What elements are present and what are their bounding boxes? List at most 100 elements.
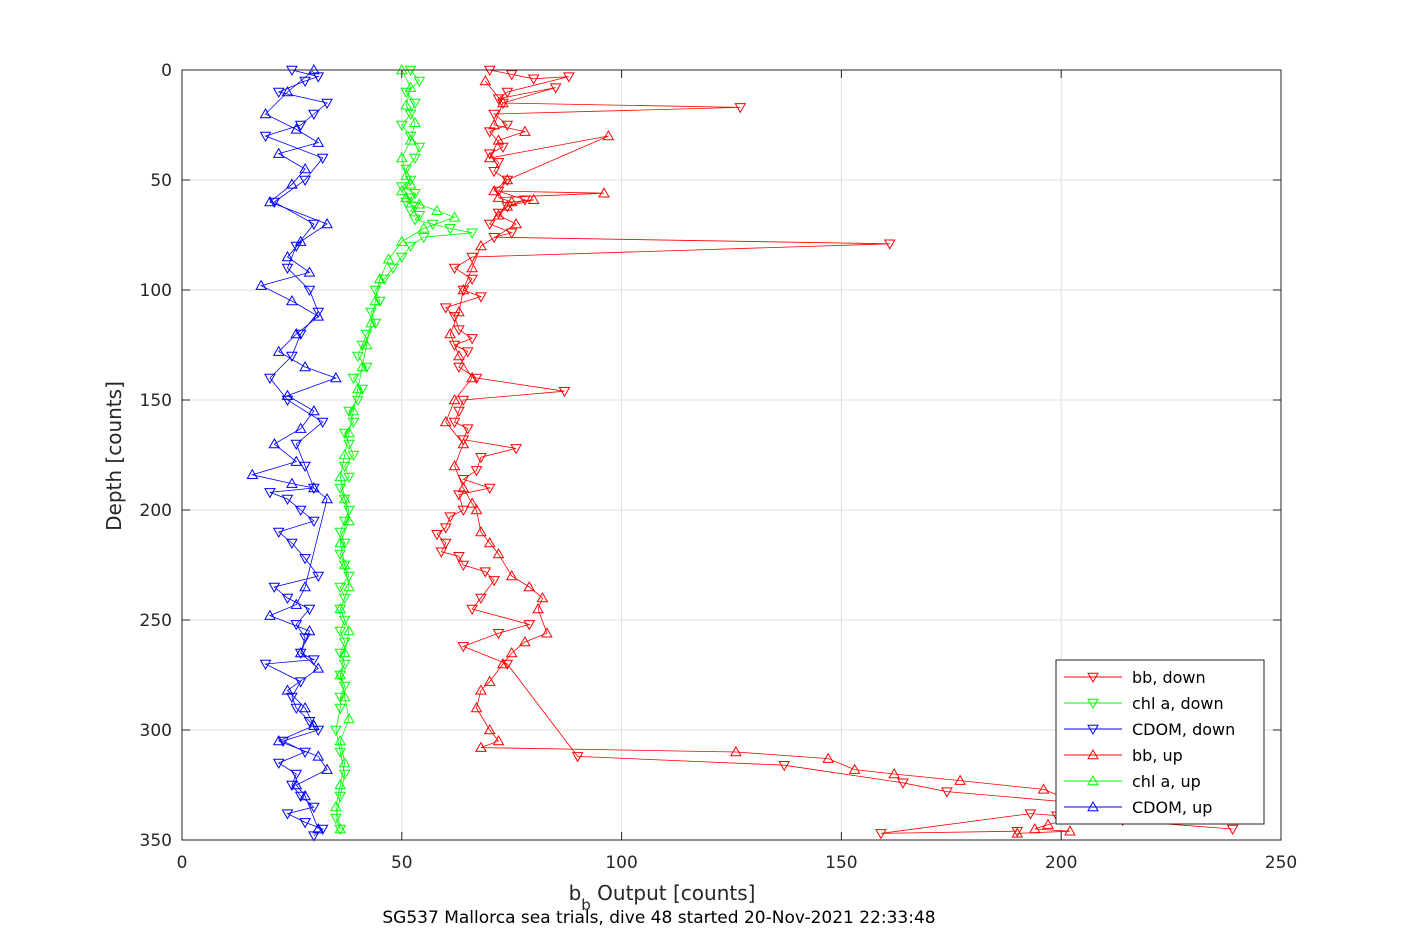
data-point xyxy=(444,224,457,235)
data-point xyxy=(312,662,325,673)
legend-label: bb, up xyxy=(1132,746,1183,765)
data-point xyxy=(316,153,329,165)
data-point xyxy=(527,74,540,85)
data-point xyxy=(290,123,303,134)
data-point xyxy=(294,505,307,517)
data-point xyxy=(321,98,333,110)
data-point xyxy=(453,325,465,336)
data-point xyxy=(457,285,470,297)
data-point xyxy=(290,439,303,451)
data-point xyxy=(549,83,562,94)
y-tick-label: 200 xyxy=(140,501,172,521)
legend-label: CDOM, down xyxy=(1132,720,1235,739)
data-point xyxy=(448,340,461,352)
data-point xyxy=(378,274,391,286)
chart-caption: SG537 Mallorca sea trials, dive 48 start… xyxy=(382,908,935,928)
data-point xyxy=(466,497,478,508)
data-point xyxy=(343,514,355,526)
data-point xyxy=(343,624,355,636)
data-point xyxy=(338,494,351,506)
data-point xyxy=(334,470,347,482)
data-point xyxy=(527,193,540,205)
data-point xyxy=(488,576,500,587)
series-line xyxy=(250,69,338,830)
data-point xyxy=(308,219,320,231)
data-point xyxy=(338,637,351,649)
data-point xyxy=(281,809,294,820)
data-point xyxy=(536,591,549,603)
series-bb-down xyxy=(431,65,1239,840)
data-point xyxy=(457,481,470,493)
x-tick-label: 150 xyxy=(825,853,857,873)
data-point xyxy=(299,175,311,187)
data-point xyxy=(299,360,311,372)
x-axis-title-rest: Output [counts] xyxy=(591,881,756,905)
legend-entry: bb, up xyxy=(1064,746,1183,765)
data-point xyxy=(470,373,483,385)
data-point xyxy=(409,116,421,128)
data-point xyxy=(488,184,500,196)
data-point xyxy=(382,253,395,264)
data-point xyxy=(264,373,276,385)
data-point xyxy=(475,452,487,464)
data-point xyxy=(329,371,342,383)
data-point xyxy=(483,65,496,77)
data-point xyxy=(483,149,496,160)
data-point xyxy=(286,65,298,77)
data-point xyxy=(466,371,478,383)
data-point xyxy=(308,655,320,666)
data-point xyxy=(395,182,408,193)
data-point xyxy=(501,173,514,185)
data-point xyxy=(338,516,351,528)
y-tick-label: 150 xyxy=(140,391,172,411)
x-tick-label: 200 xyxy=(1045,853,1077,873)
data-point xyxy=(286,538,298,550)
data-point xyxy=(461,347,474,358)
data-point xyxy=(395,252,408,264)
data-point xyxy=(299,554,311,565)
data-point xyxy=(373,296,386,308)
data-point xyxy=(272,87,285,99)
data-point xyxy=(562,72,575,83)
data-point xyxy=(1226,824,1239,836)
legend-marker xyxy=(1087,672,1099,684)
data-point xyxy=(281,85,294,97)
data-point xyxy=(294,235,307,246)
data-point xyxy=(312,725,325,737)
data-point xyxy=(404,65,417,77)
data-point xyxy=(475,525,487,537)
legend-entry: chl a, down xyxy=(1064,694,1224,713)
data-point xyxy=(290,241,303,253)
data-point xyxy=(457,560,470,572)
legend: bb, down chl a, down CDOM, down bb, up chl a… xyxy=(1055,659,1265,825)
legend-marker xyxy=(1087,698,1099,710)
data-point xyxy=(290,703,303,715)
data-point xyxy=(299,818,311,829)
data-point xyxy=(457,505,470,517)
data-point xyxy=(272,758,285,770)
data-point xyxy=(268,582,281,594)
data-point xyxy=(338,756,351,768)
data-point xyxy=(475,239,487,251)
data-point xyxy=(308,483,320,495)
data-point xyxy=(290,327,303,339)
data-point xyxy=(338,538,351,550)
data-point xyxy=(369,294,382,306)
data-point xyxy=(272,345,285,356)
data-point xyxy=(360,338,373,350)
data-point xyxy=(400,197,413,209)
data-point xyxy=(281,263,294,275)
data-point xyxy=(483,675,496,686)
data-point xyxy=(308,719,320,730)
data-point xyxy=(431,529,443,541)
data-point xyxy=(1042,818,1054,829)
data-point xyxy=(501,200,514,211)
data-point xyxy=(286,351,298,363)
data-point xyxy=(356,340,369,352)
data-point xyxy=(400,191,413,202)
data-point xyxy=(259,659,272,671)
data-point xyxy=(523,620,536,631)
data-point xyxy=(255,279,267,290)
data-point xyxy=(334,602,347,614)
data-point xyxy=(492,191,505,202)
